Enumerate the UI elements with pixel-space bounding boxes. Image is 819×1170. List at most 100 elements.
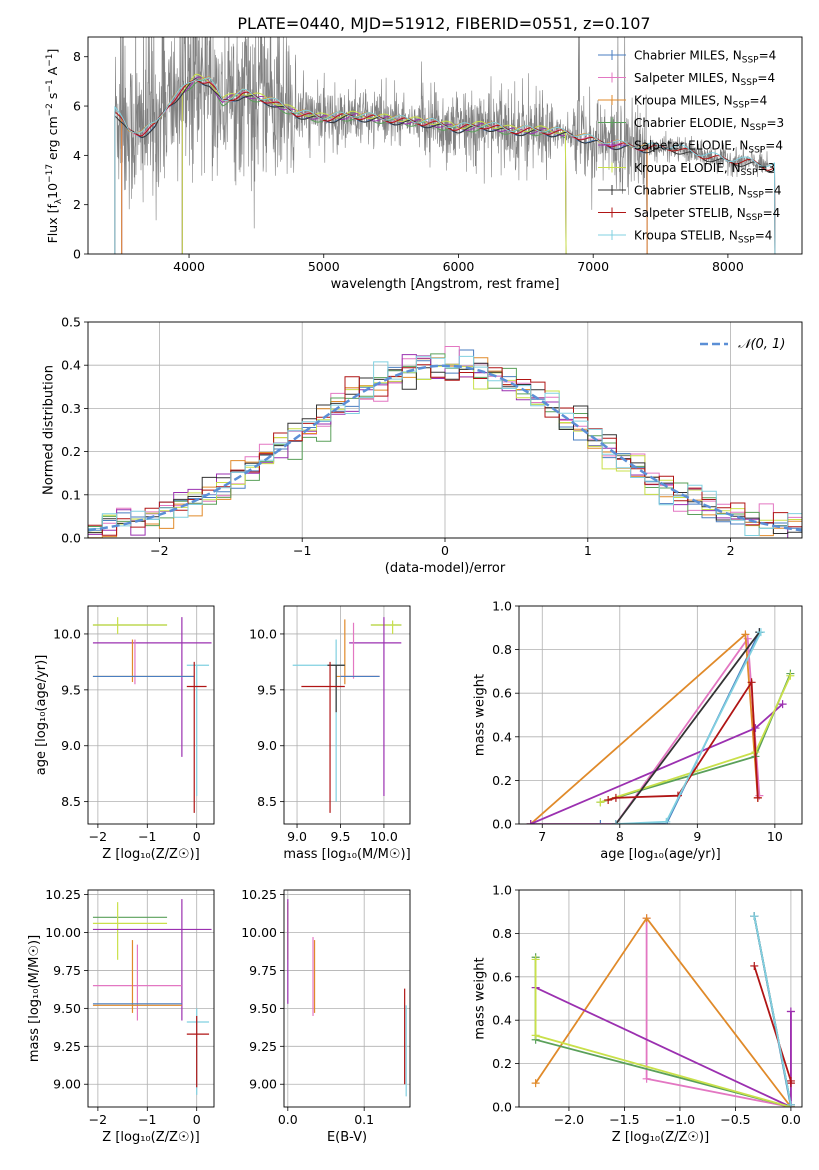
plot-area [114, 37, 776, 254]
legend-entry: Kroupa STELIB, NSSP=4 [634, 229, 772, 246]
y-tick-label: 0.0 [492, 817, 512, 832]
series-marker [596, 820, 605, 824]
y-axis-label: mass [log₁₀(M/M☉)] [27, 935, 42, 1062]
axes-frame [87, 889, 215, 1108]
y-tick-label: 0.0 [61, 531, 81, 546]
y-tick-label: 0.4 [61, 358, 81, 373]
axes: 7 8 9 10 0.0 0.2 0.4 0.6 0.8 1.0 age [log₁₀(age/yr… [472, 599, 803, 862]
point-salpeter-stelib [301, 661, 345, 813]
panel-mass-vs-EBV: 0.0 0.1 9.00 9.25 9.50 9.75 10.00 10.25 E(B-V) [241, 887, 411, 1145]
y-tick-label: 0.0 [492, 1100, 512, 1115]
model-chabrier-elodie [181, 79, 567, 254]
grid [284, 890, 410, 1107]
series-marker [786, 1079, 795, 1088]
x-axis-label: wavelength [Angstrom, rest frame] [331, 277, 560, 292]
y-tick-label: 0.2 [492, 1056, 512, 1071]
y-tick-label: 0.8 [492, 926, 512, 941]
point-kroupa-elodie [370, 620, 402, 634]
y-tick-label: 9.25 [249, 1039, 277, 1054]
x-axis-label: E(B-V) [327, 1130, 367, 1145]
model-salpeter-elodie [181, 76, 567, 254]
point-salpeter-stelib [186, 661, 207, 813]
series-marker [786, 1100, 795, 1107]
y-tick-label: 0.4 [492, 1013, 512, 1028]
x-axis-label: Z [log₁₀(Z/Z☉)] [102, 847, 199, 862]
point-salpeter-elodie [349, 617, 402, 797]
series-marker [604, 796, 613, 805]
series-marker [596, 798, 605, 807]
series-marker [531, 955, 540, 964]
x-axis-label: age [log₁₀(age/yr)] [600, 847, 721, 862]
x-tick-label: −1 [293, 543, 311, 558]
plot-area [292, 617, 402, 813]
x-tick-label: 4000 [173, 259, 205, 274]
series-marker [642, 1074, 651, 1083]
y-axis-label: Normed distribution [41, 365, 56, 495]
axes-frame [87, 605, 215, 825]
x-axis-label: (data-model)/error [385, 561, 506, 576]
y-tick-label: 10.25 [45, 887, 81, 902]
series-line [753, 915, 792, 1105]
x-tick-label: 6000 [443, 259, 475, 274]
series-marker [750, 961, 759, 970]
x-tick-label: 9.0 [287, 829, 307, 844]
legend-entry: Salpeter STELIB, NSSP=4 [634, 206, 780, 223]
axes: 4000 5000 6000 7000 8000 0 2 4 6 8 wavelength [Ang… [73, 36, 803, 292]
panel-spectrum: 4000 5000 6000 7000 8000 0 2 4 6 8 wavelength [Ang… [45, 36, 803, 292]
y-tick-label: 0.2 [492, 773, 512, 788]
x-tick-label: 9 [693, 829, 701, 844]
histogram-chabrier-stelib [88, 362, 802, 534]
series-marker [756, 628, 765, 637]
series-marker [753, 793, 762, 802]
series-kroupa-stelib [611, 628, 765, 824]
series-kroupa-stelib [750, 912, 795, 1107]
series-marker [751, 724, 760, 733]
data-spectrum [114, 37, 769, 229]
legend-entry: Salpeter MILES, NSSP=4 [634, 71, 775, 88]
x-tick-label: −1.5 [609, 1112, 639, 1127]
y-tick-label: 9.25 [53, 1039, 81, 1054]
y-tick-label: 9.5 [257, 682, 277, 697]
series-salpeter-stelib [604, 678, 762, 805]
x-tick-label: 7000 [577, 259, 609, 274]
x-tick-label: 0.0 [781, 1112, 801, 1127]
axes: −2 −1 0 1 2 0.0 0.1 0.2 0.3 0.4 0.5 (data-model)/er… [41, 315, 803, 576]
series-marker [531, 1079, 540, 1088]
plot-area [526, 628, 795, 824]
x-axis-label: mass [log₁₀(M/M☉)] [283, 847, 410, 862]
legend-entry: Salpeter ELODIE, NSSP=4 [634, 139, 783, 156]
y-tick-label: 9.5 [61, 682, 81, 697]
series-salpeter-stelib [750, 961, 795, 1088]
y-tick-label: 0.2 [61, 444, 81, 459]
y-tick-label: 0.4 [492, 729, 512, 744]
x-tick-label: 10.0 [370, 829, 398, 844]
axes: 0.0 0.1 9.00 9.25 9.50 9.75 10.00 10.25 E(B-V) [241, 887, 411, 1145]
series-marker [750, 912, 759, 921]
series-marker [786, 671, 795, 680]
panel-mass-vs-Z: −2 −1 0 9.00 9.25 9.50 9.75 10.00 10.25 Z [log₁₀(… [27, 887, 215, 1145]
plot-area [531, 912, 795, 1107]
y-tick-label: 0.6 [492, 686, 512, 701]
axes-frame [87, 321, 803, 539]
axes-frame [518, 889, 803, 1108]
axes: −2.0 −1.5 −1.0 −0.5 0.0 0.0 0.2 0.4 0.6 0.8 1.0 Z [… [472, 883, 803, 1145]
y-tick-label: 0.8 [492, 642, 512, 657]
series-marker [778, 700, 787, 709]
y-tick-label: 8.5 [61, 794, 81, 809]
y-tick-label: 1.0 [492, 883, 512, 898]
histogram-salpeter-stelib [88, 364, 802, 536]
point-salpeter-stelib [186, 1015, 210, 1088]
y-tick-label: 10.00 [241, 925, 277, 940]
legend: 𝒩(0, 1) [700, 337, 785, 352]
y-tick-label: 10.25 [241, 887, 277, 902]
axes-frame [87, 36, 803, 255]
y-tick-label: 10.00 [45, 925, 81, 940]
y-tick-label: 0.5 [61, 315, 81, 330]
y-tick-label: 0.6 [492, 969, 512, 984]
x-tick-label: 5000 [308, 259, 340, 274]
y-axis-label: age [log₁₀(age/yr)] [34, 655, 49, 776]
legend: Chabrier MILES, NSSP=4 Salpeter MILES, NS… [598, 49, 784, 246]
series-marker [642, 914, 651, 923]
y-axis-label: mass weight [472, 674, 487, 756]
plot-area [287, 899, 407, 1097]
